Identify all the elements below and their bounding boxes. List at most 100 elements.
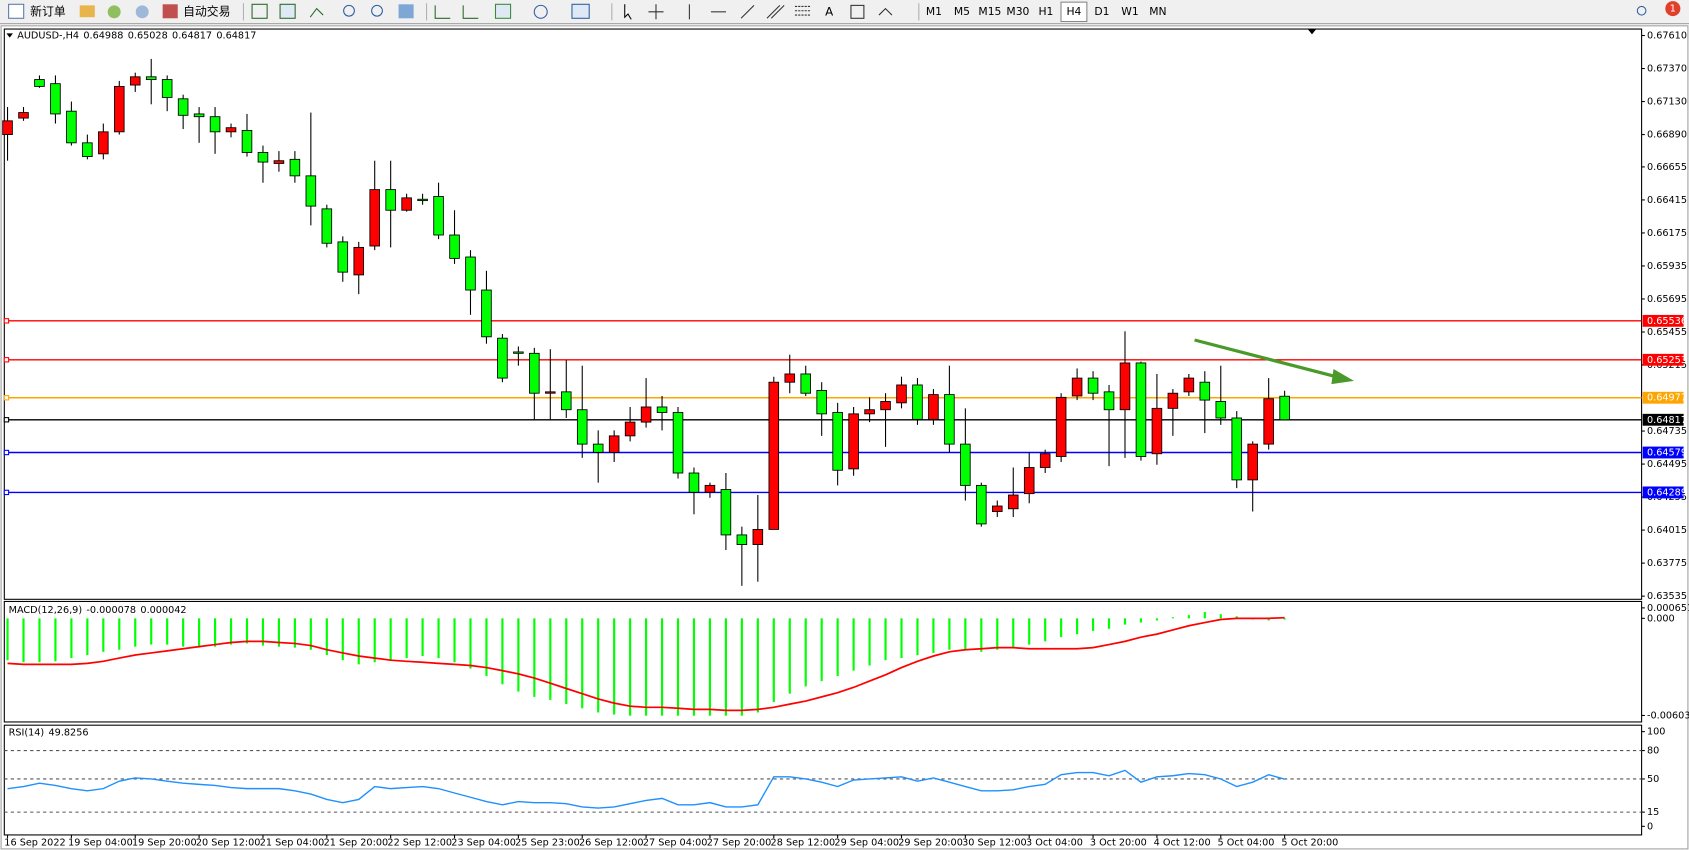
y-tick-label: 0.63535: [1647, 591, 1687, 602]
periods-icon[interactable]: [533, 4, 548, 19]
macd-bar: [708, 618, 712, 716]
macd-bar: [198, 618, 201, 648]
macd-bar: [964, 618, 967, 650]
timeframe-button[interactable]: M1: [926, 5, 942, 18]
candle-body: [720, 489, 732, 536]
timeframe-button[interactable]: M30: [1006, 5, 1029, 18]
macd-bar: [1012, 618, 1015, 648]
label-icon[interactable]: [850, 4, 865, 19]
x-tick-label: 23 Sep 04:00: [451, 837, 516, 848]
icon[interactable]: [79, 5, 95, 18]
macd-bar: [245, 618, 249, 644]
timeframe-button[interactable]: M5: [954, 5, 970, 18]
candle-body: [784, 373, 796, 383]
x-tick-label: 5 Oct 04:00: [1218, 837, 1275, 848]
arrows-icon[interactable]: [878, 7, 893, 16]
candle-body: [273, 160, 285, 164]
auto-trading-icon[interactable]: [162, 4, 178, 19]
macd-bar: [804, 618, 807, 687]
candle-body: [449, 234, 460, 259]
channel-icon[interactable]: [766, 4, 785, 19]
candle-body: [848, 413, 859, 470]
search-icon[interactable]: [1636, 5, 1647, 16]
x-tick-label: 16 Sep 2022: [4, 837, 65, 848]
candle-body: [129, 76, 141, 86]
icon[interactable]: [462, 5, 479, 19]
x-tick-label: 22 Sep 12:00: [387, 837, 452, 848]
x-tick-label: 5 Oct 20:00: [1281, 837, 1338, 848]
macd-bar: [597, 618, 600, 713]
candle-body: [576, 409, 588, 445]
x-tick-label: 21 Sep 20:00: [324, 837, 389, 848]
macd-bar: [357, 618, 360, 665]
zoom-in-icon[interactable]: [343, 4, 355, 17]
y-tick-label: 0.64495: [1647, 459, 1687, 470]
x-tick-label: 3 Oct 20:00: [1090, 837, 1147, 848]
text-icon[interactable]: A: [825, 4, 833, 18]
price-label-box: [1642, 413, 1684, 426]
new-order-button[interactable]: 新订单: [30, 4, 66, 18]
y-tick-label: 0.67610: [1647, 31, 1687, 42]
arrow-shaft: [1194, 338, 1341, 380]
timeframe-button[interactable]: MN: [1149, 5, 1166, 18]
timeframe-bar: M1 M5 M15 M30 H1 H4 D1 W1 MN: [926, 1, 1167, 23]
rsi-line: [7, 769, 1285, 809]
candle-body: [82, 142, 93, 158]
timeframe-button[interactable]: H1: [1038, 5, 1053, 18]
macd-bar: [916, 618, 919, 656]
timeframe-button[interactable]: M15: [978, 5, 1001, 18]
y-tick-label: 0.000: [1647, 613, 1675, 624]
candle-body: [672, 412, 684, 474]
price-label-box: [1642, 353, 1684, 366]
panel-header: MACD(12,26,9) -0.000078 0.000042: [9, 605, 187, 616]
auto-trading-button[interactable]: 自动交易: [183, 4, 230, 18]
candle-body: [992, 505, 1003, 512]
icon[interactable]: [107, 5, 121, 19]
x-tick-label: 3 Oct 04:00: [1026, 837, 1083, 848]
macd-bar: [756, 618, 759, 713]
indicators-icon[interactable]: [494, 3, 512, 19]
macd-bar: [692, 618, 696, 716]
icon[interactable]: [398, 4, 414, 19]
icon[interactable]: [434, 5, 451, 19]
notification-badge[interactable]: [1665, 1, 1681, 17]
trendline-icon[interactable]: [740, 4, 755, 19]
cursor-icon[interactable]: [624, 4, 632, 20]
icon[interactable]: [135, 5, 149, 19]
timeframe-button[interactable]: W1: [1121, 5, 1138, 18]
templates-icon[interactable]: [571, 3, 590, 19]
y-tick-label: 0.67370: [1647, 64, 1687, 75]
x-tick-label: 30 Sep 12:00: [962, 837, 1027, 848]
active-timeframe: [1060, 1, 1088, 23]
price-label: 0.65536: [1647, 316, 1687, 327]
candle-body: [1215, 401, 1227, 419]
header-value: -0.000078: [86, 605, 136, 616]
macd-bar: [613, 618, 616, 715]
fibo-icon[interactable]: [794, 5, 811, 16]
timeframe-button[interactable]: D1: [1094, 5, 1109, 18]
macd-bar: [980, 618, 983, 652]
timeframe-button[interactable]: H4: [1066, 5, 1081, 18]
macd-bar: [724, 618, 727, 716]
candle-body: [353, 246, 365, 276]
macd-bar: [469, 618, 472, 669]
new-order-icon[interactable]: [8, 3, 25, 19]
macd-bar: [182, 618, 185, 647]
price-panel: [3, 28, 1643, 600]
x-tick-label: 19 Sep 04:00: [68, 837, 133, 848]
price-label: 0.64289: [1647, 487, 1687, 498]
macd-bar: [341, 618, 344, 661]
icon[interactable]: [309, 7, 324, 18]
icon[interactable]: [251, 3, 268, 19]
x-tick-label: 26 Sep 12:00: [579, 837, 644, 848]
price-label-box: [1642, 446, 1684, 459]
x-tick-label: 19 Sep 20:00: [132, 837, 197, 848]
candle-body: [1007, 494, 1019, 510]
macd-bar: [868, 618, 871, 666]
x-tick-label: 25 Sep 23:00: [515, 837, 580, 848]
icon[interactable]: [279, 3, 296, 19]
crosshair-icon[interactable]: [648, 4, 664, 20]
zoom-out-icon[interactable]: [371, 4, 383, 17]
symbol-menu-icon[interactable]: [6, 33, 13, 38]
